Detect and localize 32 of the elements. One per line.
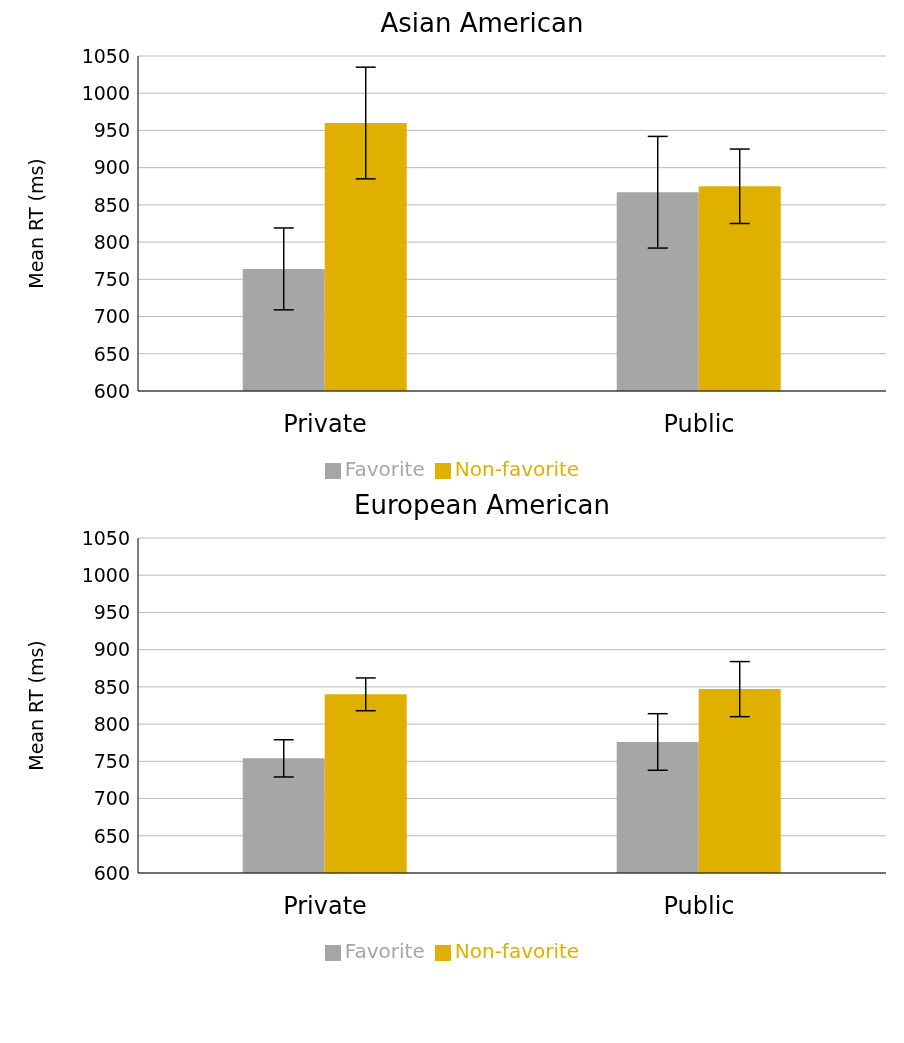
y-tick-label: 650	[93, 824, 130, 847]
y-tick-label: 900	[93, 638, 130, 661]
legend-label: Favorite	[344, 939, 425, 963]
legend-label: Non-favorite	[454, 457, 580, 481]
y-tick-label: 750	[93, 268, 130, 291]
x-tick-label: Private	[283, 892, 367, 921]
y-tick-label: 1050	[81, 44, 130, 67]
y-tick-label: 1000	[81, 81, 130, 104]
y-tick-label: 700	[93, 305, 130, 328]
y-axis-title: Mean RT (ms)	[24, 158, 47, 289]
y-tick-label: 750	[93, 750, 130, 773]
y-tick-label: 600	[93, 861, 130, 884]
x-tick-label: Public	[663, 892, 735, 921]
x-tick-label: Private	[283, 410, 367, 439]
y-tick-label: 650	[93, 342, 130, 365]
y-tick-label: 850	[93, 675, 130, 698]
legend-label: Favorite	[344, 457, 425, 481]
y-tick-label: 1000	[81, 563, 130, 586]
y-tick-label: 850	[93, 193, 130, 216]
chart-title: European American	[353, 490, 611, 520]
y-tick-label: 600	[93, 379, 130, 402]
legend-label: Non-favorite	[454, 939, 580, 963]
y-tick-label: 950	[93, 119, 130, 142]
y-tick-label: 800	[93, 712, 130, 735]
y-tick-label: 1050	[81, 526, 130, 549]
y-tick-label: 800	[93, 230, 130, 253]
y-tick-label: 700	[93, 787, 130, 810]
y-tick-label: 950	[93, 601, 130, 624]
chart-title: Asian American	[379, 8, 585, 38]
x-tick-label: Public	[663, 410, 735, 439]
y-axis-title: Mean RT (ms)	[24, 640, 47, 771]
y-tick-label: 900	[93, 156, 130, 179]
